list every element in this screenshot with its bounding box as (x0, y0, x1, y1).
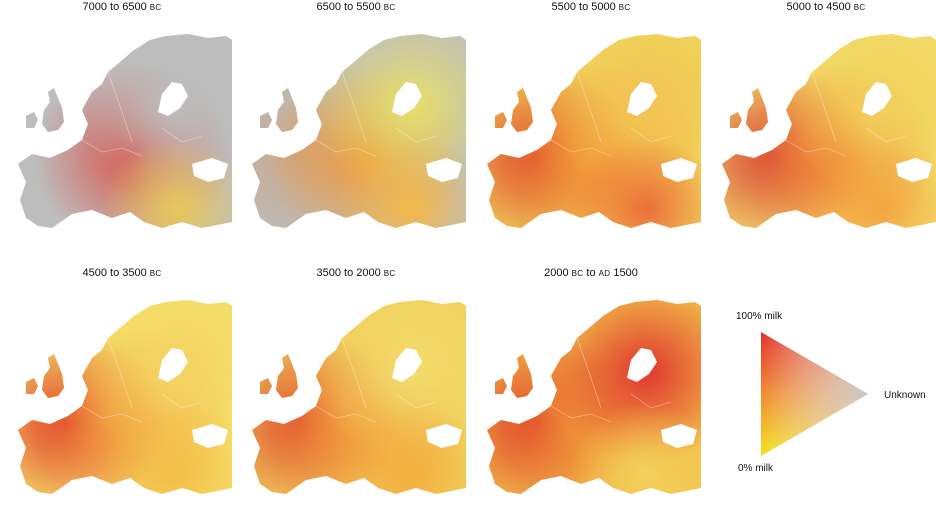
sea (426, 158, 462, 182)
sea (896, 158, 932, 182)
sea (286, 476, 466, 506)
sea (661, 424, 697, 448)
sea (158, 348, 188, 382)
map-panel-7: 2000 BC to AD 1500 (481, 266, 701, 506)
legend-triangle (761, 332, 868, 456)
europe-map (252, 34, 466, 240)
country-borders (550, 71, 672, 157)
legend-0-milk-label: 0% milk (738, 463, 774, 474)
europe-map (252, 300, 466, 506)
sea (862, 82, 892, 116)
map-panel-1: 7000 to 6500 BC (12, 0, 232, 240)
panel-title: 4500 to 3500 BC (82, 267, 162, 279)
sea (521, 476, 701, 506)
map-panel-4: 5000 to 4500 BC (716, 0, 936, 240)
color-legend: 100% milk 0% milk Unknown (728, 300, 936, 500)
sea (392, 348, 422, 382)
europe-map (487, 34, 701, 240)
sea (192, 424, 228, 448)
sea (52, 210, 232, 240)
sea (661, 158, 697, 182)
panel-title: 2000 BC to AD 1500 (544, 267, 638, 279)
sea (286, 210, 466, 240)
panel-title: 5500 to 5000 BC (551, 1, 631, 13)
country-borders (550, 337, 672, 423)
sea (756, 210, 936, 240)
country-borders (315, 337, 437, 423)
legend-100-milk-label: 100% milk (736, 311, 783, 322)
panel-title: 5000 to 4500 BC (786, 1, 866, 13)
sea (627, 82, 657, 116)
map-panel-6: 3500 to 2000 BC (246, 266, 466, 506)
legend-unknown-label: Unknown (884, 390, 926, 401)
sea (52, 476, 232, 506)
map-panel-2: 6500 to 5500 BC (246, 0, 466, 240)
europe-map (18, 34, 232, 240)
sea (158, 82, 188, 116)
map-panel-3: 5500 to 5000 BC (481, 0, 701, 240)
map-panel-5: 4500 to 3500 BC (12, 266, 232, 506)
panel-title: 3500 to 2000 BC (316, 267, 396, 279)
sea (426, 424, 462, 448)
europe-map (722, 34, 936, 240)
sea (521, 210, 701, 240)
country-borders (81, 337, 203, 423)
country-borders (785, 71, 907, 157)
europe-map (18, 300, 232, 506)
panel-title: 7000 to 6500 BC (82, 1, 162, 13)
panel-title: 6500 to 5500 BC (316, 1, 396, 13)
country-borders (81, 71, 203, 157)
sea (627, 348, 657, 382)
country-borders (315, 71, 437, 157)
sea (192, 158, 228, 182)
sea (392, 82, 422, 116)
europe-map (487, 300, 701, 506)
